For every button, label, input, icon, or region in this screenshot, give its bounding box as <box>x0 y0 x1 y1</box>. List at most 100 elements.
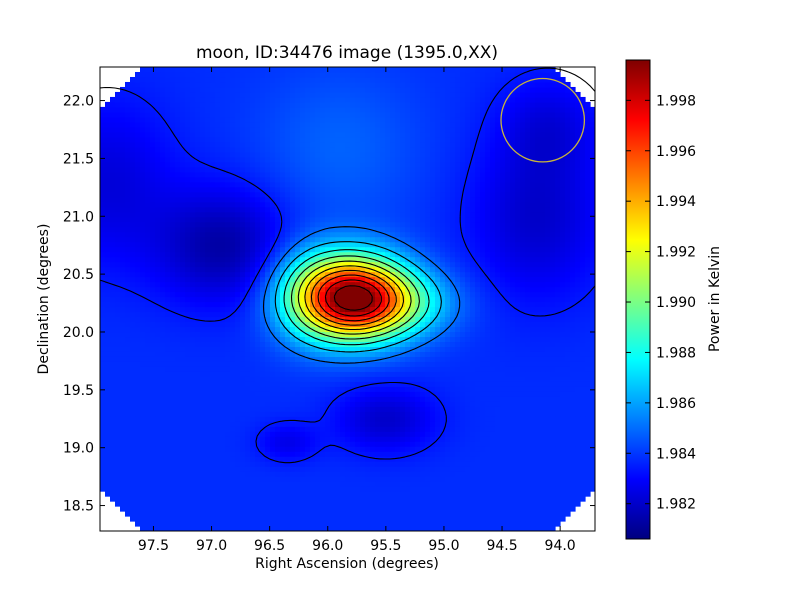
heatmap-cell <box>285 506 291 512</box>
heatmap-cell <box>260 521 266 527</box>
heatmap-cell <box>480 361 486 367</box>
heatmap-cell <box>140 341 146 347</box>
heatmap-cell <box>515 316 521 323</box>
heatmap-cell <box>150 331 156 338</box>
heatmap-cell <box>225 346 231 352</box>
heatmap-cell <box>175 356 181 362</box>
heatmap-cell <box>280 301 286 308</box>
heatmap-cell <box>425 351 431 357</box>
heatmap-cell <box>335 376 341 382</box>
heatmap-cell <box>340 346 346 352</box>
heatmap-cell <box>190 431 196 437</box>
heatmap-cell <box>225 436 231 442</box>
heatmap-cell <box>270 516 276 522</box>
heatmap-cell <box>340 526 346 531</box>
heatmap-cell <box>350 366 356 372</box>
heatmap-cell <box>455 461 461 467</box>
heatmap-cell <box>540 341 546 347</box>
heatmap-cell <box>180 496 186 502</box>
heatmap-cell <box>225 376 231 382</box>
heatmap-cell <box>120 431 126 437</box>
heatmap-cell <box>265 386 271 392</box>
heatmap-cell <box>450 386 456 392</box>
heatmap-cell <box>410 461 416 467</box>
heatmap-cell <box>385 496 391 502</box>
heatmap-cell <box>540 456 546 462</box>
heatmap-cell <box>410 291 416 298</box>
heatmap-cell <box>355 481 361 487</box>
heatmap-cell <box>560 326 566 333</box>
heatmap-cell <box>115 276 121 283</box>
heatmap-cell <box>180 396 186 402</box>
heatmap-cell <box>580 406 586 412</box>
heatmap-cell <box>155 291 161 298</box>
heatmap-cell <box>225 416 231 422</box>
heatmap-cell <box>175 351 181 357</box>
heatmap-cell <box>125 296 131 303</box>
heatmap-cell <box>420 396 426 402</box>
heatmap-cell <box>430 446 436 452</box>
heatmap-cell <box>195 341 201 347</box>
heatmap-cell <box>290 436 296 442</box>
heatmap-cell <box>570 441 576 447</box>
heatmap-cell <box>310 451 316 457</box>
heatmap-cell <box>205 406 211 412</box>
heatmap-cell <box>395 491 401 497</box>
heatmap-cell <box>240 281 246 288</box>
heatmap-cell <box>280 426 286 432</box>
heatmap-cell <box>470 446 476 452</box>
heatmap-cell <box>390 291 396 298</box>
heatmap-cell <box>280 356 286 362</box>
heatmap-cell <box>250 391 256 397</box>
heatmap-cell <box>330 446 336 452</box>
heatmap-cell <box>370 466 376 472</box>
heatmap-cell <box>540 481 546 487</box>
heatmap-cell <box>175 521 181 527</box>
heatmap-cell <box>565 391 571 397</box>
heatmap-cell <box>205 476 211 482</box>
heatmap-cell <box>405 361 411 367</box>
heatmap-cell <box>290 401 296 407</box>
heatmap-cell <box>490 416 496 422</box>
heatmap-cell <box>145 336 151 343</box>
heatmap-cell <box>375 391 381 397</box>
heatmap-cell <box>580 306 586 313</box>
heatmap-cell <box>275 371 281 377</box>
heatmap-cell <box>515 326 521 333</box>
heatmap-cell <box>585 396 591 402</box>
heatmap-cell <box>375 321 381 328</box>
heatmap-cell <box>165 406 171 412</box>
heatmap-cell <box>560 486 566 492</box>
heatmap-cell <box>365 391 371 397</box>
heatmap-cell <box>430 501 436 507</box>
heatmap-cell <box>205 301 211 308</box>
heatmap-cell <box>335 321 341 328</box>
heatmap-cell <box>540 396 546 402</box>
heatmap-cell <box>465 346 471 352</box>
heatmap-cell <box>405 446 411 452</box>
heatmap-cell <box>220 326 226 333</box>
heatmap-cell <box>335 331 341 338</box>
heatmap-cell <box>150 356 156 362</box>
heatmap-cell <box>485 366 491 372</box>
heatmap-cell <box>140 441 146 447</box>
heatmap-cell <box>590 381 595 387</box>
heatmap-cell <box>140 326 146 333</box>
heatmap-cell <box>195 451 201 457</box>
heatmap-cell <box>345 396 351 402</box>
heatmap-cell <box>275 346 281 352</box>
heatmap-cell <box>400 406 406 412</box>
heatmap-cell <box>135 336 141 343</box>
heatmap-cell <box>570 391 576 397</box>
heatmap-cell <box>420 381 426 387</box>
heatmap-cell <box>350 371 356 377</box>
heatmap-cell <box>200 456 206 462</box>
heatmap-cell <box>110 316 116 323</box>
heatmap-cell <box>255 431 261 437</box>
heatmap-cell <box>515 356 521 362</box>
heatmap-cell <box>370 496 376 502</box>
heatmap-cell <box>540 476 546 482</box>
heatmap-cell <box>170 366 176 372</box>
heatmap-cell <box>180 451 186 457</box>
heatmap-cell <box>270 416 276 422</box>
